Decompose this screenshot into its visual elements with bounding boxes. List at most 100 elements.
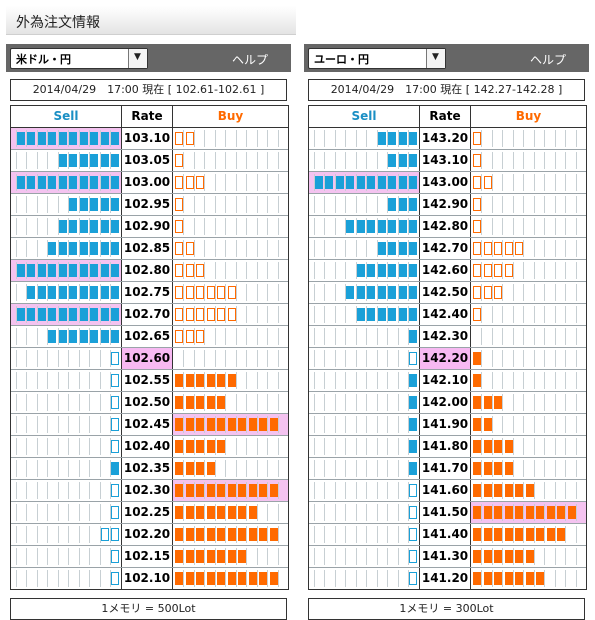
grid-line	[334, 438, 336, 455]
sell-bar-segment	[16, 308, 25, 321]
grid-line	[554, 548, 556, 565]
grid-line	[214, 306, 216, 323]
grid-line	[225, 240, 226, 257]
sell-bar-segment	[58, 308, 67, 321]
sell-bar-segment	[398, 308, 407, 321]
grid-line	[544, 394, 545, 411]
buy-bar-outline	[185, 242, 194, 255]
grid-line	[355, 460, 357, 477]
grid-line	[277, 570, 279, 587]
buy-bar-segment	[504, 440, 513, 453]
help-link[interactable]: ヘルプ	[530, 53, 567, 67]
buy-bar-segment	[227, 374, 236, 387]
sell-bar-segment	[409, 198, 417, 211]
grid-line	[481, 240, 482, 257]
buy-bar-segment	[248, 418, 257, 431]
grid-line	[554, 152, 556, 169]
grid-line	[491, 196, 493, 213]
dropdown-button[interactable]: ▼	[128, 49, 147, 68]
grid-line	[204, 460, 205, 477]
grid-line	[47, 482, 48, 499]
grid-line	[397, 240, 399, 257]
grid-line	[324, 350, 325, 367]
table-row: 102.65	[11, 326, 288, 348]
grid-line	[355, 174, 357, 191]
sell-bar-segment	[409, 462, 417, 475]
sell-bar-segment	[69, 286, 77, 299]
grid-line	[78, 416, 80, 433]
grid-line	[502, 526, 503, 543]
rate-cell: 142.50	[419, 282, 471, 303]
grid-line	[376, 350, 378, 367]
sell-bar-segment	[388, 176, 396, 189]
grid-line	[481, 196, 482, 213]
currency-pair-select[interactable]: 米ドル・円 ▼	[10, 48, 148, 69]
grid-line	[408, 416, 409, 433]
grid-line	[565, 372, 566, 389]
buy-bar-segment	[525, 572, 534, 585]
grid-line	[256, 394, 258, 411]
buy-bar-segment	[504, 462, 513, 475]
grid-line	[57, 174, 59, 191]
sell-bar-segment	[69, 176, 77, 189]
grid-line	[481, 130, 482, 147]
grid-line	[246, 482, 247, 499]
grid-line	[89, 174, 90, 191]
grid-line	[491, 240, 493, 257]
grid-line	[246, 130, 247, 147]
grid-line	[204, 284, 205, 301]
grid-line	[193, 438, 195, 455]
grid-line	[324, 284, 325, 301]
rate-cell: 142.70	[419, 238, 471, 259]
buy-bar-outline	[473, 198, 481, 211]
sell-cell	[309, 348, 419, 369]
buy-bar-outline	[494, 286, 502, 299]
buy-bar-segment	[483, 528, 492, 541]
rate-cell: 102.65	[121, 326, 173, 347]
page-header: 外為注文情報	[6, 6, 296, 35]
buy-bar-segment	[238, 572, 246, 585]
sell-bar-segment	[398, 198, 407, 211]
grid-line	[544, 130, 545, 147]
grid-line	[214, 394, 216, 411]
grid-line	[225, 416, 226, 433]
grid-line	[565, 262, 566, 279]
buy-bar-outline	[196, 308, 204, 321]
grid-line	[277, 306, 279, 323]
grid-line	[267, 460, 268, 477]
grid-line	[68, 438, 69, 455]
grid-line	[57, 306, 59, 323]
grid-line	[26, 570, 27, 587]
grid-line	[345, 350, 346, 367]
grid-line	[366, 416, 367, 433]
buy-bar-segment	[196, 396, 204, 409]
grid-line	[277, 130, 279, 147]
currency-pair-select[interactable]: ユーロ・円 ▼	[308, 48, 446, 69]
grid-line	[523, 570, 524, 587]
grid-line	[256, 152, 258, 169]
sell-cell	[11, 392, 121, 413]
grid-line	[554, 130, 556, 147]
rate-cell: 103.10	[121, 128, 173, 149]
grid-line	[376, 504, 378, 521]
grid-line	[204, 262, 205, 279]
grid-line	[256, 240, 258, 257]
grid-line	[89, 240, 90, 257]
grid-line	[267, 240, 268, 257]
sell-bar-segment	[79, 176, 88, 189]
grid-line	[512, 438, 514, 455]
grid-line	[47, 570, 48, 587]
buy-bar-segment	[175, 572, 183, 585]
sell-bar-segment	[409, 242, 417, 255]
buy-bar-segment	[217, 506, 225, 519]
grid-line	[15, 482, 17, 499]
help-link[interactable]: ヘルプ	[232, 53, 269, 67]
grid-line	[225, 196, 226, 213]
sell-cell	[11, 370, 121, 391]
grid-line	[502, 504, 503, 521]
buy-bar-segment	[185, 550, 194, 563]
grid-line	[110, 372, 111, 389]
dropdown-button[interactable]: ▼	[426, 49, 445, 68]
sell-bar-outline	[409, 528, 417, 541]
grid-line	[36, 504, 38, 521]
